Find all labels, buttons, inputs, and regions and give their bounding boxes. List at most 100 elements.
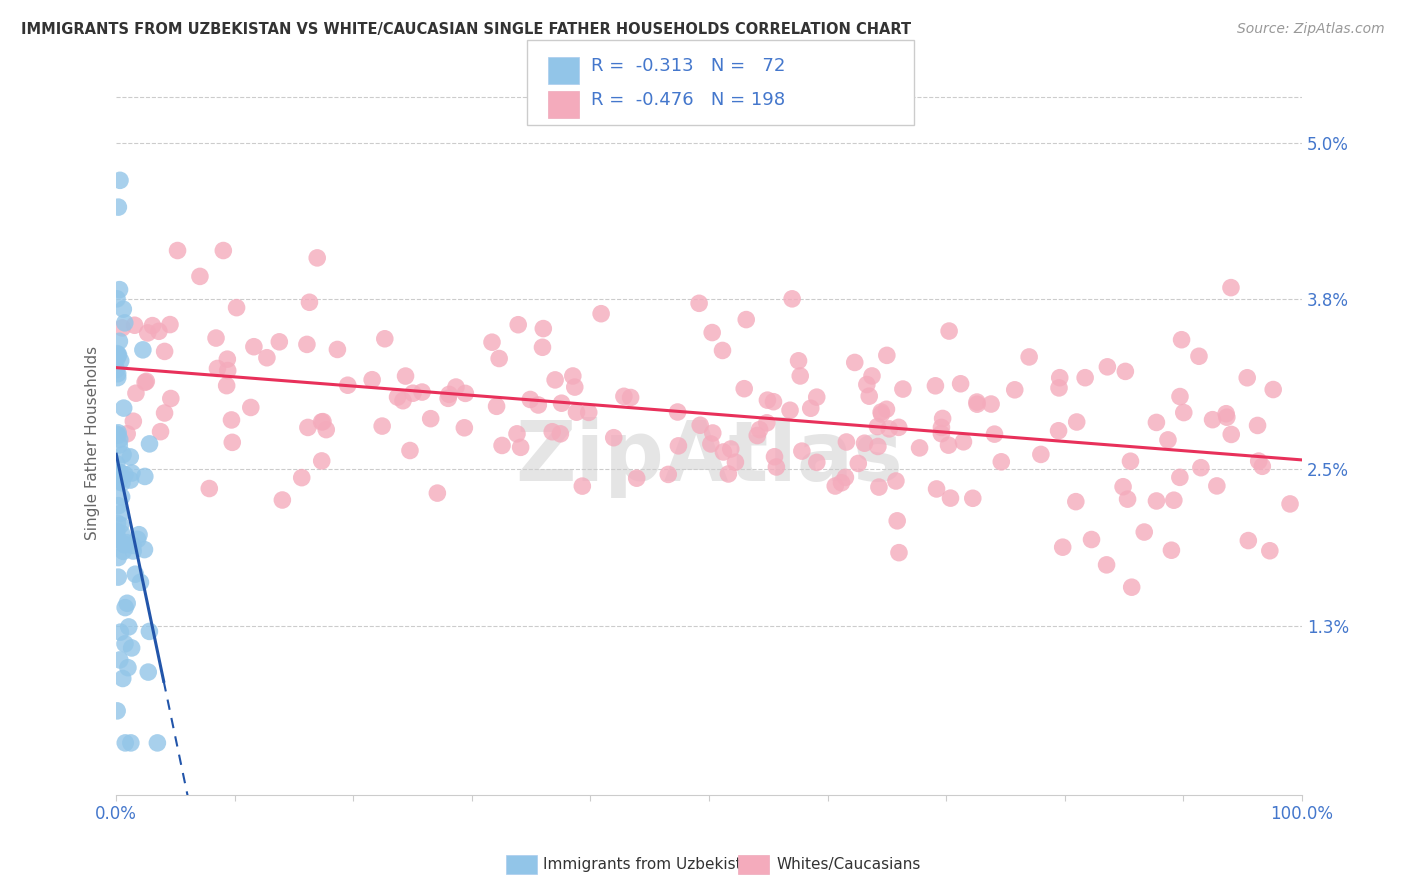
Point (1201, 412, 1223, 426)
Point (426, 486, 449, 500)
Point (1163, 493, 1185, 508)
Point (1263, 383, 1285, 397)
Point (886, 514, 908, 528)
Point (1216, 410, 1239, 425)
Point (550, 426, 572, 441)
Point (491, 438, 513, 452)
Point (717, 467, 740, 481)
Point (1119, 454, 1142, 468)
Point (702, 326, 724, 340)
Point (159, 318, 181, 332)
Point (111, 475, 134, 490)
Point (591, 307, 613, 321)
Point (394, 369, 416, 384)
Text: R =  -0.313   N =   72: R = -0.313 N = 72 (591, 57, 785, 75)
Point (122, 414, 145, 428)
Point (1114, 364, 1136, 378)
Point (105, 528, 128, 542)
Point (110, 518, 132, 533)
Point (107, 516, 129, 531)
Text: Source: ZipAtlas.com: Source: ZipAtlas.com (1237, 22, 1385, 37)
Point (153, 406, 176, 420)
Point (105, 427, 128, 442)
Point (107, 570, 129, 584)
Point (790, 444, 813, 458)
Point (110, 353, 132, 368)
Point (789, 368, 811, 383)
Point (269, 334, 291, 349)
Point (1116, 492, 1139, 507)
Point (115, 426, 138, 441)
Point (544, 373, 567, 387)
Point (297, 420, 319, 434)
Point (361, 373, 384, 387)
Point (118, 620, 141, 634)
Point (107, 348, 129, 362)
Point (531, 340, 554, 354)
Point (212, 244, 235, 258)
Point (983, 427, 1005, 442)
Point (765, 460, 787, 475)
Point (550, 396, 572, 410)
Point (1189, 460, 1212, 475)
Point (111, 672, 134, 686)
Point (887, 546, 910, 560)
Point (108, 334, 131, 349)
Point (858, 389, 880, 403)
Point (107, 550, 129, 565)
Point (668, 439, 690, 453)
Point (1279, 497, 1302, 511)
Point (713, 445, 735, 459)
Point (437, 392, 460, 406)
Point (115, 596, 138, 610)
Text: R =  -0.476   N = 198: R = -0.476 N = 198 (591, 91, 785, 109)
Point (1220, 427, 1243, 442)
Point (437, 387, 460, 401)
Point (166, 244, 188, 258)
Point (107, 349, 129, 363)
Point (748, 423, 770, 437)
Point (111, 490, 134, 504)
Point (938, 324, 960, 338)
Point (700, 437, 723, 451)
Point (136, 326, 159, 340)
Point (1066, 415, 1088, 429)
Point (508, 318, 530, 332)
Point (924, 379, 946, 393)
Point (519, 392, 541, 407)
Point (1236, 371, 1258, 385)
Point (128, 527, 150, 541)
Point (188, 269, 211, 284)
Point (762, 394, 785, 409)
Point (1052, 540, 1074, 554)
Point (111, 321, 134, 335)
Point (806, 455, 828, 469)
Point (221, 435, 243, 450)
Point (108, 438, 131, 452)
Point (603, 431, 626, 445)
Text: Whites/Caucasians: Whites/Caucasians (776, 857, 921, 871)
Point (1170, 333, 1192, 347)
Point (1168, 470, 1191, 484)
Point (990, 455, 1012, 469)
Point (509, 441, 531, 455)
Point (215, 378, 238, 392)
Point (112, 537, 135, 551)
Point (239, 401, 262, 415)
Point (1258, 543, 1281, 558)
Point (110, 625, 132, 640)
Point (107, 425, 129, 440)
Point (1251, 459, 1274, 474)
Point (980, 397, 1002, 411)
Point (891, 382, 914, 396)
Point (107, 475, 129, 489)
Point (931, 426, 953, 441)
Point (138, 437, 160, 451)
Point (1215, 407, 1237, 421)
Point (120, 450, 142, 464)
Point (153, 344, 176, 359)
Point (198, 482, 221, 496)
Point (1029, 447, 1052, 461)
Point (620, 391, 643, 405)
Point (392, 393, 415, 408)
